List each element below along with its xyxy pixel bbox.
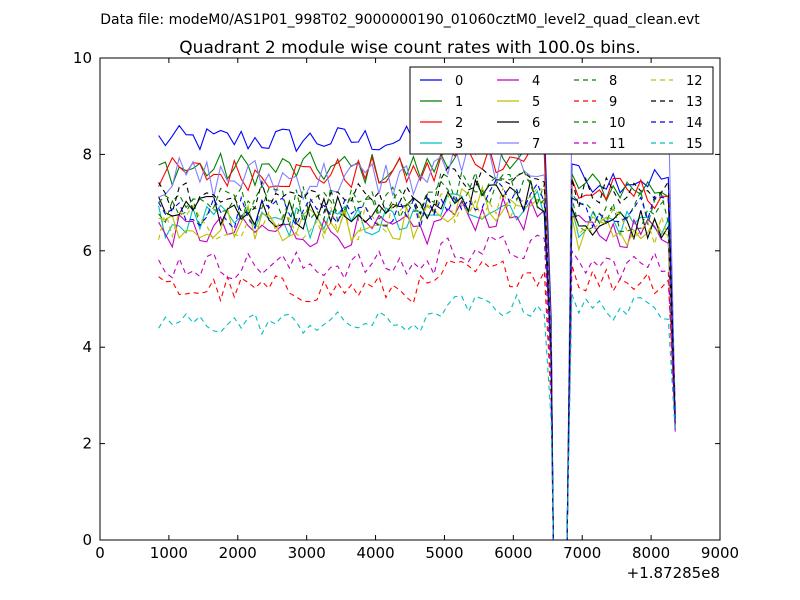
y-tick-label: 4 [82,338,92,356]
series-line-15 [158,293,676,541]
x-tick-label: 5000 [425,544,463,562]
x-tick-label: 3000 [288,544,326,562]
legend-label-15: 15 [686,137,703,152]
legend-label-6: 6 [532,116,540,131]
series-line-1 [158,134,676,541]
legend-label-5: 5 [532,95,540,110]
legend-box [409,66,714,155]
series-line-5 [158,185,676,541]
series-layer [158,106,676,541]
legend-label-13: 13 [686,95,703,110]
x-tick-label: 4000 [356,544,394,562]
legend-label-4: 4 [532,74,540,89]
y-tick-label: 8 [82,145,92,163]
series-line-13 [158,166,676,541]
x-tick-label: 6000 [494,544,532,562]
series-line-9 [158,259,676,541]
y-tick-label: 0 [82,531,92,549]
legend-label-8: 8 [609,74,617,89]
legend-label-3: 3 [455,137,463,152]
legend-label-2: 2 [455,116,463,131]
figure-suptitle: Data file: modeM0/AS1P01_998T02_90000001… [100,12,700,28]
x-tick-label: 8000 [632,544,670,562]
series-line-6 [158,178,676,541]
series-line-8 [158,170,676,541]
x-tick-label: 2000 [219,544,257,562]
y-tick-label: 2 [82,435,92,453]
x-tick-label: 9000 [701,544,739,562]
x-tick-label: 1000 [150,544,188,562]
series-line-14 [158,178,676,541]
x-offset-label: +1.87285e8 [627,564,720,582]
axes-layer: 0 1000 2000 3000 4000 5000 6000 7000 8000 9000 0 2 4… [73,49,739,562]
series-line-7 [158,106,676,541]
legend-label-14: 14 [686,116,703,131]
legend-label-0: 0 [455,74,463,89]
x-tick-label: 0 [95,544,105,562]
legend-label-7: 7 [532,137,540,152]
y-tick-label: 6 [82,242,92,260]
legend-label-11: 11 [609,137,626,152]
chart-title: Quadrant 2 module wise count rates with … [179,38,640,58]
series-line-4 [158,196,676,541]
x-tick-label: 7000 [563,544,601,562]
legend-label-9: 9 [609,95,617,110]
series-line-11 [158,234,676,541]
legend-label-10: 10 [609,116,626,131]
series-line-0 [158,111,676,541]
series-line-12 [158,187,676,541]
y-tick-label: 10 [73,49,92,67]
series-line-2 [158,145,676,541]
series-line-3 [158,190,676,541]
legend-label-1: 1 [455,95,463,110]
legend-label-12: 12 [686,74,703,89]
plot-frame [99,57,721,541]
